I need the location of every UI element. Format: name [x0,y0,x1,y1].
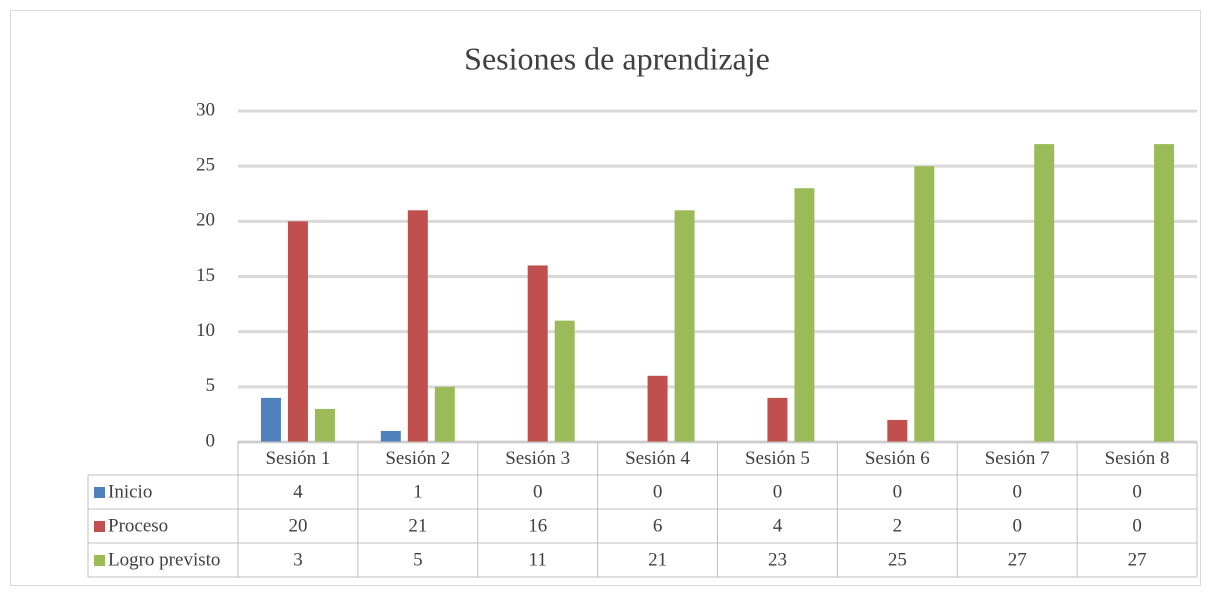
bar [554,320,575,442]
table-cell: 3 [293,549,303,570]
chart-title: Sesiones de aprendizaje [464,40,770,76]
x-tick-label: Sesión 1 [265,448,330,469]
bar [914,166,935,442]
legend-key [94,521,105,532]
bar [647,375,668,442]
table-cell: 25 [888,549,907,570]
x-tick-label: Sesión 5 [745,448,810,469]
table-cell: 0 [773,481,783,502]
table-cell: 0 [1012,515,1022,536]
x-tick-label: Sesión 2 [385,448,450,469]
table-cell: 0 [1012,481,1022,502]
chart-border [10,10,1201,586]
table-cell: 21 [648,549,667,570]
legend-label: Proceso [108,515,168,536]
table-cell: 0 [653,481,663,502]
x-tick-label: Sesión 8 [1105,448,1170,469]
table-cell: 11 [529,549,547,570]
y-tick-label: 20 [196,210,215,231]
y-tick-label: 5 [206,375,216,396]
bar [260,397,281,442]
bar [434,386,455,442]
bar [314,408,335,442]
bar [1034,144,1055,442]
x-tick-label: Sesión 7 [985,448,1050,469]
bar [767,397,788,442]
bar [887,419,908,442]
table-cell: 4 [773,515,783,536]
table-cell: 0 [1132,515,1142,536]
table-cell: 27 [1128,549,1147,570]
table-cell: 20 [288,515,307,536]
x-tick-label: Sesión 3 [505,448,570,469]
table-cell: 1 [413,481,423,502]
table-cell: 27 [1008,549,1027,570]
legend-key [94,555,105,566]
table-cell: 5 [413,549,423,570]
table-cell: 23 [768,549,787,570]
legend-label: Logro previsto [108,549,220,570]
y-tick-label: 10 [196,320,215,341]
y-tick-label: 0 [206,430,216,451]
table-cell: 0 [533,481,543,502]
y-tick-label: 30 [196,99,215,120]
bar [407,210,428,442]
table-cell: 6 [653,515,663,536]
legend-label: Inicio [108,481,152,502]
table-cell: 16 [528,515,547,536]
bar [287,221,308,442]
bar [794,188,815,442]
bar [527,265,548,442]
table-cell: 21 [408,515,427,536]
y-tick-label: 25 [196,155,215,176]
table-cell: 0 [1132,481,1142,502]
x-tick-label: Sesión 6 [865,448,930,469]
bar [380,430,401,442]
legend-key [94,487,105,498]
y-tick-label: 15 [196,265,215,286]
table-cell: 4 [293,481,303,502]
bar [674,210,695,442]
table-cell: 0 [893,481,903,502]
table-cell: 2 [893,515,903,536]
bar [1154,144,1175,442]
x-tick-label: Sesión 4 [625,448,690,469]
